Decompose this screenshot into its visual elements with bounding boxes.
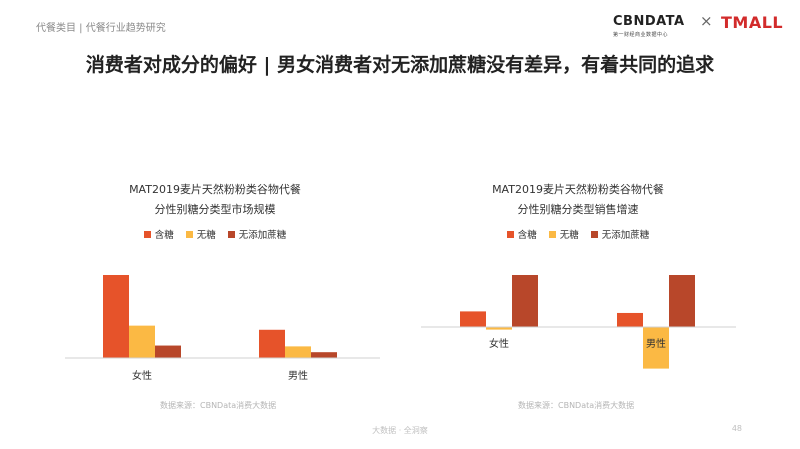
brand-logos: CBNDATA 第一财经商业数据中心 × TMALL — [579, 12, 783, 40]
cbndata-logo-subtitle: 第一财经商业数据中心 — [613, 32, 669, 38]
legend-label: 无糖 — [559, 230, 579, 241]
legend-label: 含糖 — [154, 230, 174, 241]
chart-legend: 含糖 无糖 无添加蔗糖 — [413, 227, 743, 241]
legend-swatch — [185, 230, 193, 238]
bar-sugar-0 — [460, 311, 486, 327]
legend-label: 无糖 — [196, 230, 216, 241]
bar-sugar-1 — [259, 329, 285, 358]
legend-item-sugar: 含糖 — [506, 227, 537, 241]
bar-nocane-1 — [311, 352, 337, 358]
bar-sugar-1 — [617, 312, 643, 327]
legend-label: 无添加蔗糖 — [238, 230, 287, 241]
category-label: 女性 — [489, 337, 509, 350]
data-source-right: 数据来源：CBNData消费大数据 — [518, 401, 635, 410]
legend-item-nocane: 无添加蔗糖 — [227, 227, 287, 241]
category-label: 女性 — [132, 369, 152, 382]
bar-nosugar-0 — [486, 327, 512, 330]
bar-nosugar-1 — [285, 346, 311, 358]
legend-swatch — [143, 230, 151, 238]
legend-item-nosugar: 无糖 — [548, 227, 579, 241]
page-number: 48 — [731, 424, 742, 433]
legend-label: 无添加蔗糖 — [601, 230, 650, 241]
sales-growth-chart: MAT2019麦片天然粉粉类谷物代餐 分性别糖分类型销售增速 含糖 无糖 无添加… — [413, 180, 743, 420]
bar-plot: 女性 男性 — [421, 275, 736, 369]
legend-item-nocane: 无添加蔗糖 — [590, 227, 650, 241]
chart-title-line2: 分性别糖分类型销售增速 — [517, 203, 639, 216]
bar-nocane-0 — [155, 345, 181, 358]
legend-item-nosugar: 无糖 — [185, 227, 216, 241]
chart-title-line1: MAT2019麦片天然粉粉类谷物代餐 — [492, 183, 664, 196]
footer-slogan: 大数据 · 全洞察 — [372, 426, 428, 435]
legend-swatch — [548, 230, 556, 238]
tmall-logo: TMALL — [721, 13, 784, 32]
bar-nosugar-1 — [643, 327, 669, 369]
legend-swatch — [506, 230, 514, 238]
legend-label: 含糖 — [517, 230, 537, 241]
bar-nocane-0 — [512, 275, 538, 327]
chart-title-line1: MAT2019麦片天然粉粉类谷物代餐 — [129, 183, 301, 196]
legend-swatch — [590, 230, 598, 238]
bar-plot: 女性 男性 — [65, 275, 380, 382]
legend-item-sugar: 含糖 — [143, 227, 174, 241]
page-title: 消费者对成分的偏好 | 男女消费者对无添加蔗糖没有差异，有着共同的追求 — [85, 54, 715, 76]
logo-separator-icon: × — [700, 12, 713, 30]
bar-sugar-0 — [103, 275, 129, 358]
breadcrumb: 代餐类目 | 代餐行业趋势研究 — [36, 23, 166, 34]
legend-swatch — [227, 230, 235, 238]
bar-nocane-1 — [669, 275, 695, 327]
data-source-left: 数据来源：CBNData消费大数据 — [160, 401, 277, 410]
category-label: 男性 — [288, 369, 308, 382]
bar-nosugar-0 — [129, 325, 155, 358]
market-size-chart: MAT2019麦片天然粉粉类谷物代餐 分性别糖分类型市场规模 含糖 无糖 无添加… — [50, 180, 380, 420]
cbndata-logo: CBNDATA — [613, 14, 685, 29]
chart-legend: 含糖 无糖 无添加蔗糖 — [50, 227, 380, 241]
chart-title-line2: 分性别糖分类型市场规模 — [154, 203, 276, 216]
category-label: 男性 — [646, 337, 666, 350]
